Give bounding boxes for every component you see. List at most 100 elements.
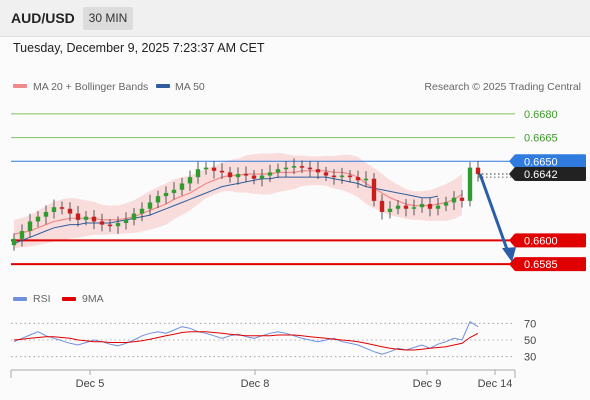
ma20-legend-label: MA 20 + Bollinger Bands bbox=[33, 81, 148, 93]
credit-label: Research © 2025 Trading Central bbox=[424, 81, 581, 93]
candle-body bbox=[27, 221, 33, 231]
candle-body bbox=[435, 205, 441, 209]
rsi-line bbox=[13, 320, 479, 355]
candle-body bbox=[115, 223, 121, 227]
candle-body bbox=[67, 208, 73, 214]
candle-body bbox=[171, 189, 177, 193]
candle-body bbox=[75, 213, 81, 220]
candle-body bbox=[355, 177, 361, 181]
candle-body bbox=[187, 177, 193, 184]
candle-body bbox=[51, 207, 57, 212]
level-label-0.6585: 0.6585 bbox=[524, 259, 558, 271]
rsi-tick-30: 30 bbox=[524, 352, 536, 364]
candle-body bbox=[371, 178, 377, 201]
candle-body bbox=[395, 205, 401, 209]
candle-body bbox=[259, 175, 265, 179]
ma50-legend-swatch bbox=[156, 84, 170, 88]
candle-body bbox=[283, 167, 289, 170]
rsi-tick-50: 50 bbox=[524, 335, 536, 347]
candle-body bbox=[43, 211, 49, 217]
candle-body bbox=[339, 175, 345, 178]
candle-body bbox=[195, 169, 201, 178]
level-label-0.6680: 0.6680 bbox=[524, 109, 558, 121]
level-tag-0.6585 bbox=[515, 257, 586, 272]
level-tag-pointer-0.6600 bbox=[509, 233, 515, 248]
candle-body bbox=[107, 224, 113, 227]
candle-body bbox=[147, 202, 153, 209]
chart-timestamp: Tuesday, December 9, 2025 7:23:37 AM CET bbox=[13, 41, 265, 55]
candle-body bbox=[459, 197, 465, 201]
candle-body bbox=[419, 204, 425, 208]
last-price-tag bbox=[515, 166, 586, 181]
candle-body bbox=[219, 170, 225, 173]
candle-body bbox=[227, 172, 233, 178]
candle-body bbox=[299, 166, 305, 168]
ma9-line bbox=[13, 331, 479, 351]
x-tick-label-0: Dec 5 bbox=[76, 378, 105, 390]
candle-body bbox=[475, 167, 481, 174]
candlesticks bbox=[11, 158, 481, 251]
candle-body bbox=[203, 167, 209, 170]
last-price-pointer bbox=[509, 166, 515, 181]
candle-body bbox=[91, 216, 97, 222]
x-axis-ticks: Dec 5 Dec 8 Dec 9 Dec 14 bbox=[76, 370, 513, 390]
candle-body bbox=[307, 167, 313, 170]
candle-body bbox=[323, 172, 329, 176]
candle-body bbox=[163, 192, 169, 197]
candle-body bbox=[467, 167, 473, 201]
rsi-panel: 70 50 30 bbox=[11, 318, 536, 364]
level-tag-0.6600 bbox=[515, 233, 586, 248]
ma50-legend-label: MA 50 bbox=[175, 81, 205, 93]
ma50-line bbox=[13, 176, 439, 245]
level-tag-pointer-0.6585 bbox=[509, 257, 515, 272]
x-tick-label-1: Dec 8 bbox=[241, 378, 270, 390]
candle-body bbox=[235, 173, 241, 178]
forecast-arrow bbox=[478, 173, 516, 263]
level-label-0.6600: 0.6600 bbox=[524, 235, 558, 247]
candle-body bbox=[275, 169, 281, 173]
x-tick-label-2: Dec 9 bbox=[413, 378, 442, 390]
symbol-label: AUD/USD bbox=[11, 10, 75, 26]
level-lines: 0.6680 0.6665 0.6650 0.6600 0.6585 bbox=[11, 109, 586, 272]
candle-body bbox=[59, 207, 65, 209]
chart-header: AUD/USD 30 MIN bbox=[0, 0, 590, 37]
candle-body bbox=[83, 216, 89, 220]
level-tag-pointer-0.6650 bbox=[509, 154, 515, 169]
candle-body bbox=[243, 173, 249, 176]
candle-body bbox=[11, 238, 17, 246]
level-label-0.6650: 0.6650 bbox=[524, 156, 558, 168]
candle-body bbox=[267, 172, 273, 176]
candle-body bbox=[179, 183, 185, 190]
candle-body bbox=[331, 175, 337, 178]
candle-body bbox=[19, 230, 25, 239]
timeframe-button[interactable]: 30 MIN bbox=[83, 7, 133, 30]
candle-body bbox=[291, 166, 297, 168]
bollinger-band-area bbox=[14, 152, 462, 249]
last-price-marker: 0.6642 bbox=[478, 166, 586, 181]
level-tag-0.6650 bbox=[515, 154, 586, 169]
candle-body bbox=[403, 205, 409, 209]
ma9-legend-swatch bbox=[62, 297, 76, 301]
last-price-label: 0.6642 bbox=[524, 169, 558, 181]
candle-body bbox=[411, 207, 417, 209]
candle-body bbox=[211, 167, 217, 171]
candle-body bbox=[155, 196, 161, 203]
candle-body bbox=[131, 213, 137, 220]
candle-body bbox=[315, 169, 321, 173]
candle-body bbox=[427, 204, 433, 209]
candle-body bbox=[139, 208, 145, 214]
x-tick-label-3: Dec 14 bbox=[478, 378, 513, 390]
candle-body bbox=[35, 216, 41, 222]
forecast-arrow-head bbox=[502, 247, 516, 263]
candle-body bbox=[451, 197, 457, 203]
candle-body bbox=[379, 200, 385, 212]
candle-body bbox=[363, 178, 369, 181]
forecast-arrow-shaft bbox=[478, 173, 510, 253]
ma20-legend-swatch bbox=[13, 84, 27, 88]
candle-body bbox=[443, 202, 449, 206]
candle-body bbox=[251, 175, 257, 179]
level-label-0.6665: 0.6665 bbox=[524, 133, 558, 145]
candle-body bbox=[387, 208, 393, 212]
rsi-tick-70: 70 bbox=[524, 318, 536, 330]
